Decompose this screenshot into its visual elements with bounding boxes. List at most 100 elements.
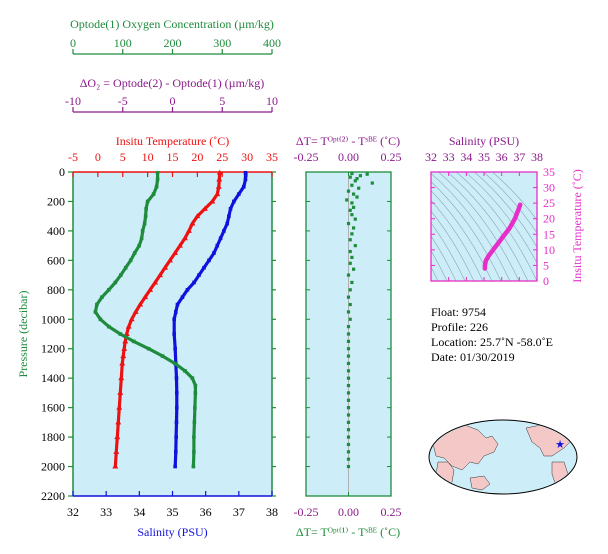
salinity-point bbox=[202, 265, 206, 270]
delta-t-point bbox=[370, 181, 374, 185]
salinity-tick-label: 38 bbox=[266, 505, 278, 519]
oxygen-point bbox=[118, 332, 123, 336]
oxygen-point bbox=[151, 192, 156, 196]
float-info: Float: 9754 Profile: 226 Location: 25.7˚… bbox=[431, 305, 553, 365]
delta-t-point bbox=[350, 255, 354, 260]
float-label: Float: 9754 bbox=[431, 305, 487, 319]
density-contour bbox=[431, 222, 466, 281]
salinity-point bbox=[192, 280, 196, 285]
ts-salinity-tick-label: 35 bbox=[478, 150, 490, 164]
delta-t-tick-label-bottom: 0.25 bbox=[381, 505, 402, 519]
oxygen-point bbox=[192, 420, 197, 425]
oxygen-tick-label: 100 bbox=[114, 36, 132, 50]
temperature-tick-label: 30 bbox=[241, 150, 253, 164]
oxygen-point bbox=[107, 324, 111, 329]
temperature-point bbox=[216, 169, 223, 175]
delta-t-point bbox=[346, 189, 351, 193]
oxygen-point bbox=[100, 295, 104, 299]
temperature-point bbox=[189, 220, 196, 226]
delta-o2-tick-label: -10 bbox=[65, 94, 81, 108]
delta-t-point bbox=[350, 201, 354, 205]
salinity-point bbox=[197, 273, 201, 277]
temperature-point bbox=[157, 272, 164, 278]
temperature-tick-label: 25 bbox=[216, 150, 228, 164]
delta-t-point bbox=[357, 186, 361, 190]
salinity-point bbox=[174, 450, 178, 454]
oxygen-axis-title: Optode(1) Oxygen Concentration (µm/kg) bbox=[70, 17, 274, 31]
salinity-point bbox=[173, 464, 177, 469]
temperature-tick-label: 20 bbox=[191, 150, 203, 164]
salinity-point bbox=[207, 258, 211, 263]
temperature-point bbox=[120, 353, 127, 359]
delta-t-point bbox=[350, 183, 354, 187]
salinity-point bbox=[172, 317, 176, 322]
salinity-point bbox=[174, 420, 179, 425]
ts-curve bbox=[482, 202, 523, 271]
pressure-tick-label: 2200 bbox=[41, 489, 65, 503]
salinity-point bbox=[218, 236, 223, 241]
density-contour bbox=[446, 172, 529, 281]
temperature-tick-label: 15 bbox=[167, 150, 179, 164]
temperature-point bbox=[147, 286, 154, 292]
salinity-point bbox=[185, 288, 190, 292]
salinity-point bbox=[175, 405, 179, 410]
temperature-tick-label: -5 bbox=[68, 150, 78, 164]
temperature-point bbox=[115, 419, 122, 425]
pressure-tick-label: 1600 bbox=[41, 401, 65, 415]
salinity-point bbox=[173, 346, 177, 351]
delta-t-point bbox=[346, 347, 351, 351]
oxygen-tick-label: 200 bbox=[164, 36, 182, 50]
salinity-tick-label: 33 bbox=[100, 505, 112, 519]
temperature-axis-title: Insitu Temperature (˚C) bbox=[116, 134, 230, 148]
oxygen-point bbox=[140, 229, 145, 233]
temperature-point bbox=[128, 316, 135, 322]
delta-t-tick-label-top: 0.00 bbox=[338, 150, 359, 164]
delta-o2-tick-label: 5 bbox=[219, 94, 225, 108]
delta-o2-tick-label: -5 bbox=[118, 94, 128, 108]
ts-salinity-tick-label: 37 bbox=[513, 150, 525, 164]
pressure-tick-label: 2000 bbox=[41, 460, 65, 474]
temperature-tick-label: 35 bbox=[266, 150, 278, 164]
pressure-tick-label: 0 bbox=[59, 165, 65, 179]
oxygen-point bbox=[137, 243, 141, 248]
ts-salinity-tick-label: 34 bbox=[460, 150, 472, 164]
salinity-point bbox=[228, 207, 233, 211]
delta-t-point bbox=[346, 450, 351, 454]
delta-t-point bbox=[346, 273, 351, 277]
temperature-point bbox=[142, 294, 149, 300]
delta-t-point bbox=[346, 221, 351, 226]
density-contour bbox=[431, 173, 511, 281]
delta-t-point bbox=[346, 339, 351, 343]
temperature-point bbox=[114, 434, 121, 440]
temperature-point bbox=[162, 264, 169, 270]
temperature-point bbox=[216, 176, 223, 182]
oxygen-point bbox=[155, 170, 160, 175]
delta-t-point bbox=[348, 261, 352, 265]
salinity-point bbox=[174, 376, 179, 380]
temperature-point bbox=[201, 205, 208, 211]
delta-t-point bbox=[346, 332, 351, 336]
oxygen-point bbox=[107, 288, 111, 292]
temperature-tick-label: 0 bbox=[95, 150, 101, 164]
oxygen-point bbox=[93, 310, 98, 314]
salinity-point bbox=[242, 184, 246, 189]
profile-label: Profile: 226 bbox=[431, 320, 488, 334]
salinity-tick-label: 32 bbox=[67, 505, 79, 519]
oxygen-point bbox=[191, 464, 196, 469]
delta-t-point bbox=[346, 354, 351, 358]
temperature-point bbox=[112, 463, 119, 469]
ts-temperature-tick-label: 20 bbox=[543, 212, 555, 226]
delta-t-point bbox=[352, 226, 356, 230]
delta-t-point bbox=[355, 177, 359, 181]
salinity-tick-label: 34 bbox=[133, 505, 145, 519]
delta-t-axis-title-bottom: ΔT= Tᴼᵖᵗ⁽¹⁾ - Tˢᴮᴱ (˚C) bbox=[296, 525, 400, 539]
delta-t-point bbox=[346, 420, 351, 424]
location-label: Location: 25.7˚N -58.0˚E bbox=[431, 335, 553, 349]
delta-t-point bbox=[348, 238, 352, 242]
salinity-tick-label: 37 bbox=[233, 505, 245, 519]
oxygen-point bbox=[95, 302, 99, 307]
temperature-point bbox=[171, 250, 178, 255]
oxygen-point bbox=[118, 273, 123, 277]
salinity-point bbox=[174, 310, 178, 314]
temperature-point bbox=[214, 191, 221, 197]
